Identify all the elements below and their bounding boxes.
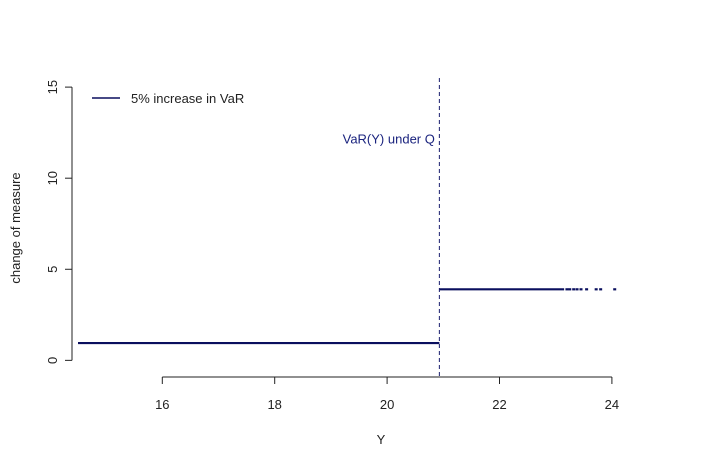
y-tick-label: 5 xyxy=(45,266,60,273)
y-tick-label: 10 xyxy=(45,171,60,185)
legend: 5% increase in VaR xyxy=(92,91,244,106)
series-group xyxy=(78,288,617,345)
legend-label: 5% increase in VaR xyxy=(131,91,244,106)
y-ticks: 0 5 10 15 xyxy=(45,80,72,364)
x-tick-label: 16 xyxy=(155,397,169,412)
y-tick-label: 15 xyxy=(45,80,60,94)
x-tick-label: 22 xyxy=(492,397,506,412)
y-axis-label: change of measure xyxy=(8,172,23,283)
x-tick-label: 20 xyxy=(380,397,394,412)
var-annotation: VaR(Y) under Q xyxy=(343,132,435,147)
y-tick-label: 0 xyxy=(45,357,60,364)
x-ticks: 16 18 20 22 24 xyxy=(155,377,619,412)
x-tick-label: 18 xyxy=(267,397,281,412)
x-tick-label: 24 xyxy=(605,397,619,412)
x-axis-label: Y xyxy=(377,432,386,447)
